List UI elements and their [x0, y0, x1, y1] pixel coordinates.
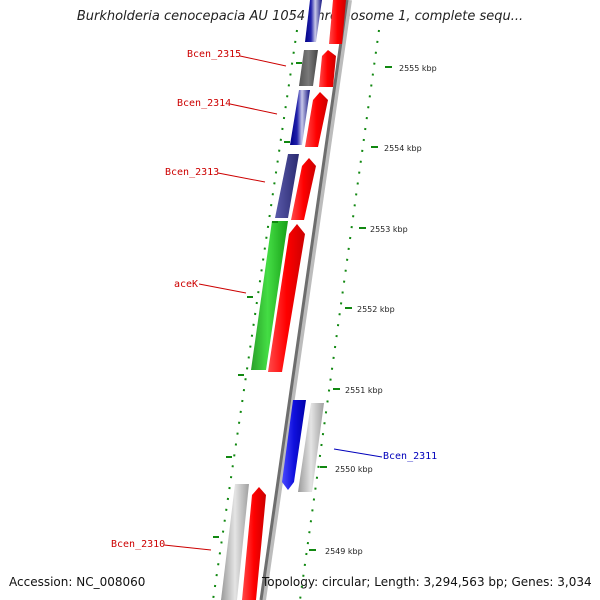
map-title: Burkholderia cenocepacia AU 1054 chromos…: [76, 9, 524, 24]
leader-line: [229, 103, 278, 115]
tick-label: 2554 kbp: [384, 144, 422, 153]
tick-label: 2553 kbp: [370, 225, 408, 234]
feature-bottom-gray-inner[interactable]: [221, 484, 249, 600]
feature-acek[interactable]: [251, 221, 288, 370]
feature-bcen-2313[interactable]: [275, 154, 299, 218]
feature-red-2313[interactable]: [291, 158, 316, 220]
tick-label: 2549 kbp: [325, 547, 363, 556]
backbone: [259, 0, 349, 600]
reverse-strand-features: [221, 0, 322, 600]
feature-red-acek[interactable]: [268, 224, 305, 372]
label-leaders: [163, 55, 383, 551]
outer-dotted-guide: [299, 29, 380, 600]
feature-bcen-2314[interactable]: [290, 90, 310, 145]
feature-top-navy[interactable]: [305, 0, 322, 42]
topology-text: Topology: circular; Length: 3,294,563 bp…: [262, 575, 592, 589]
tick-label: 2550 kbp: [335, 465, 373, 474]
tick-label: 2555 kbp: [399, 64, 437, 73]
feature-top-red[interactable]: [329, 0, 346, 44]
accession-text: Accession: NC_008060: [9, 575, 146, 589]
gene-label-bcen-2311[interactable]: Bcen_2311: [383, 451, 437, 462]
gene-labels: Bcen_2315 Bcen_2314 Bcen_2313 aceK Bcen_…: [111, 49, 437, 550]
gene-label-bcen-2314[interactable]: Bcen_2314: [177, 98, 231, 109]
leader-line: [198, 283, 247, 294]
leader-line: [333, 448, 383, 458]
major-ticks: [213, 62, 392, 551]
gene-label-bcen-2315[interactable]: Bcen_2315: [187, 49, 241, 60]
leader-line: [163, 544, 212, 551]
backbone-shadow: [260, 0, 352, 600]
gene-label-bcen-2313[interactable]: Bcen_2313: [165, 167, 219, 178]
feature-red-2315[interactable]: [319, 50, 336, 87]
feature-red-2314[interactable]: [305, 92, 328, 147]
tick-labels: 2555 kbp 2554 kbp 2553 kbp 2552 kbp 2551…: [325, 64, 437, 556]
leader-line: [217, 172, 266, 183]
feature-bcen-2311[interactable]: [282, 400, 306, 490]
gene-label-bcen-2310[interactable]: Bcen_2310: [111, 539, 165, 550]
forward-strand-features: [242, 0, 346, 600]
feature-gray-2311[interactable]: [298, 403, 324, 492]
tick-label: 2552 kbp: [357, 305, 395, 314]
tick-label: 2551 kbp: [345, 386, 383, 395]
gene-label-acek[interactable]: aceK: [174, 279, 198, 290]
feature-red-2310[interactable]: [242, 487, 266, 600]
feature-bcen-2315-gray[interactable]: [299, 50, 318, 86]
leader-line: [239, 55, 287, 67]
